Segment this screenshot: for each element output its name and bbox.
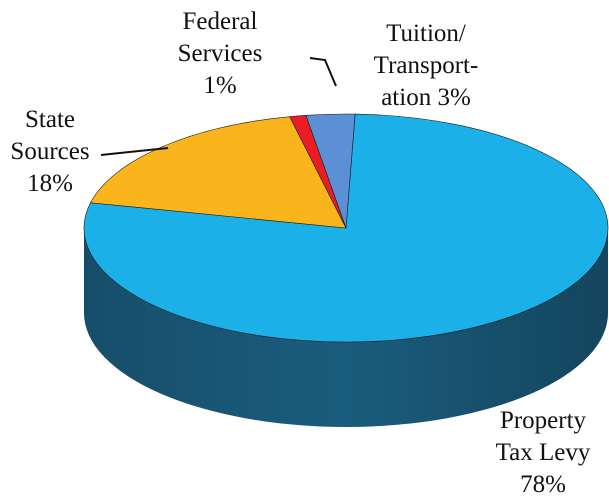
pie-tops [83,113,609,343]
slice-label-property-tax-levy: Property Tax Levy 78% [480,405,606,501]
pie-slice-state-sources [90,116,347,229]
slice-label-line: 78% [520,471,566,498]
leader-line-tuition [309,57,337,87]
slice-label-line: Sources [10,138,90,165]
leader-lines [100,57,337,156]
pie-slice-tuition-transportation [305,113,356,229]
slice-label-line: Services [177,40,263,67]
pie-side-shading [84,228,608,427]
slice-label-line: State [25,106,75,133]
slice-label-line: Tuition/ [386,20,466,47]
slice-label-tuition-transportation: Tuition/ Transport- ation 3% [356,18,496,114]
slice-label-line: Tax Levy [495,439,591,466]
slice-label-line: 1% [203,72,237,99]
slice-label-line: 18% [27,170,73,197]
slice-label-state-sources: State Sources 18% [0,104,100,200]
leader-line-state [100,147,169,156]
slice-label-line: Federal [182,8,258,35]
slice-label-federal-services: Federal Services 1% [160,6,280,102]
slice-label-line: ation 3% [381,84,471,111]
slice-label-line: Property [499,407,587,434]
slice-label-line: Transport- [373,52,479,79]
pie-sides [84,228,608,427]
